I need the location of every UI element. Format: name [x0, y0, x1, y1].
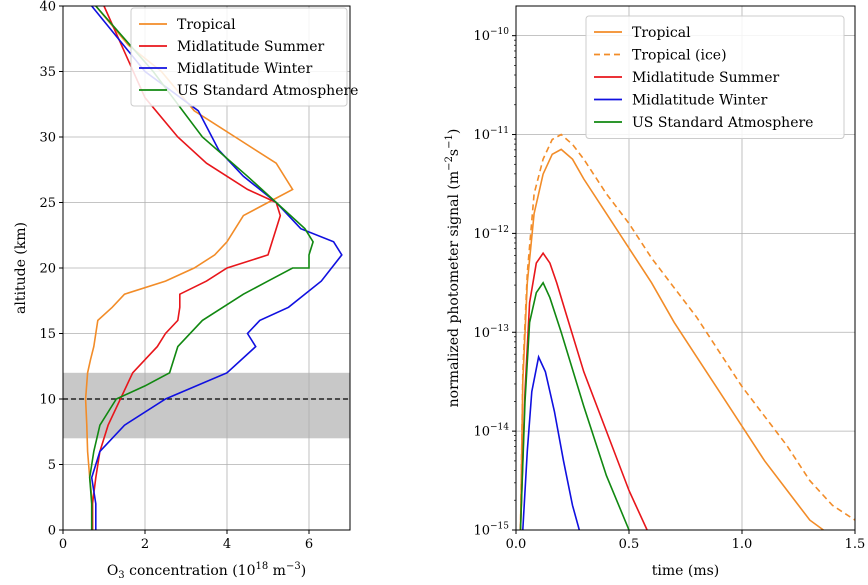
ozone-profile-panel: 0 2 4 6 0 5 10 15 20 25 30 35 40 O3 concentration (1… — [13, 0, 358, 581]
left-x-tick-label: 2 — [141, 537, 149, 552]
right-series-line-4 — [519, 281, 630, 530]
left-legend-box — [130, 7, 348, 107]
left-y-tick-label: 40 — [39, 0, 56, 15]
left-y-tick-label: 10 — [39, 393, 56, 408]
left-series-line-1 — [91, 5, 282, 530]
right-x-tick-label: 0.5 — [619, 537, 640, 552]
right-series-line-3 — [522, 354, 581, 530]
right-legend-label: Tropical (ice) — [632, 48, 727, 64]
right-y-tick-label: 10−13 — [473, 324, 509, 341]
left-y-tick-label: 30 — [39, 131, 56, 146]
left-x-tick-label: 4 — [223, 537, 231, 552]
right-x-tick-label: 1.5 — [845, 537, 866, 552]
photometer-signal-panel: 0.0 0.5 1.0 1.5 10−15 10−14 10−13 10−12 10−11 10−… — [444, 5, 865, 579]
left-ticks: 0 2 4 6 0 5 10 15 20 25 30 35 40 — [39, 0, 313, 552]
right-legend: Tropical Tropical (ice) Midlatitude Summer… — [585, 15, 845, 139]
right-legend-label: US Standard Atmosphere — [632, 115, 813, 131]
right-series-lines — [519, 133, 855, 530]
left-legend-label: Tropical — [177, 17, 236, 33]
right-legend-label: Midlatitude Summer — [632, 70, 779, 86]
left-legend-label: Midlatitude Winter — [177, 61, 313, 77]
left-x-axis-label: O3 concentration (1018 m−3) — [107, 561, 306, 581]
right-ticks: 0.0 0.5 1.0 1.5 10−15 10−14 10−13 10−12 10−11 10−… — [473, 27, 865, 552]
left-x-tick-label: 0 — [59, 537, 67, 552]
right-y-tick-label: 10−10 — [473, 27, 509, 44]
left-series-line-3 — [88, 5, 314, 530]
left-y-tick-label: 20 — [39, 262, 56, 277]
right-y-tick-label: 10−12 — [473, 225, 509, 242]
left-x-tick-label: 6 — [305, 537, 313, 552]
left-y-tick-label: 5 — [48, 458, 56, 473]
right-x-axis-label: time (ms) — [652, 563, 720, 579]
right-y-tick-label: 10−14 — [473, 423, 509, 440]
right-series-line-0 — [519, 148, 824, 530]
left-legend-label: Midlatitude Summer — [177, 39, 324, 55]
right-axes-frame — [515, 5, 856, 531]
left-y-tick-label: 35 — [39, 65, 56, 80]
right-y-tick-label: 10−15 — [473, 522, 509, 539]
left-y-axis-label: altitude (km) — [13, 222, 29, 314]
right-y-tick-label: 10−11 — [473, 126, 509, 143]
left-legend-label: US Standard Atmosphere — [177, 83, 358, 99]
left-series-lines — [84, 5, 343, 530]
left-legend: Tropical Midlatitude Summer Midlatitude Wi… — [130, 7, 358, 107]
right-y-axis-label: normalized photometer signal (m−2s−1) — [444, 129, 462, 408]
left-y-tick-label: 0 — [48, 524, 56, 539]
right-series-line-2 — [519, 251, 648, 530]
left-y-tick-label: 15 — [39, 327, 56, 342]
right-legend-label: Midlatitude Winter — [632, 93, 768, 109]
left-series-line-0 — [84, 5, 294, 530]
right-legend-label: Tropical — [632, 25, 691, 41]
shaded-band — [63, 372, 350, 439]
right-x-tick-label: 0.0 — [506, 537, 527, 552]
left-y-tick-label: 25 — [39, 196, 56, 211]
right-x-tick-label: 1.0 — [732, 537, 753, 552]
right-legend-box — [585, 15, 845, 139]
